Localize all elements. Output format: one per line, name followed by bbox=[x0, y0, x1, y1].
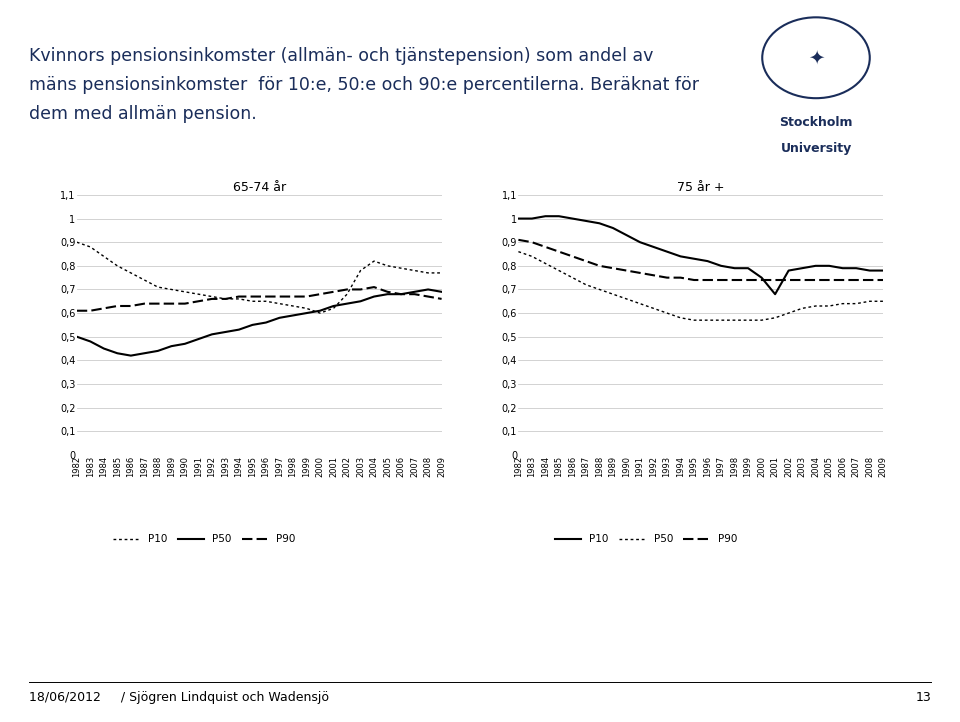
Text: Kvinnors pensionsinkomster (allmän- och tjänstepension) som andel av: Kvinnors pensionsinkomster (allmän- och … bbox=[29, 47, 653, 65]
Text: ✦: ✦ bbox=[807, 48, 825, 67]
Legend: P10, P50, P90: P10, P50, P90 bbox=[109, 530, 300, 549]
Text: dem med allmän pension.: dem med allmän pension. bbox=[29, 105, 256, 123]
Text: 13: 13 bbox=[916, 691, 931, 704]
Text: 18/06/2012     / Sjögren Lindquist och Wadensjö: 18/06/2012 / Sjögren Lindquist och Waden… bbox=[29, 691, 328, 704]
Title: 75 år +: 75 år + bbox=[677, 180, 725, 193]
Text: University: University bbox=[780, 142, 852, 155]
Title: 65-74 år: 65-74 år bbox=[232, 180, 286, 193]
Text: mäns pensionsinkomster  för 10:e, 50:e och 90:e percentilerna. Beräknat för: mäns pensionsinkomster för 10:e, 50:e oc… bbox=[29, 76, 699, 94]
Text: Stockholm: Stockholm bbox=[780, 116, 852, 129]
Legend: P10, P50, P90: P10, P50, P90 bbox=[551, 530, 741, 549]
